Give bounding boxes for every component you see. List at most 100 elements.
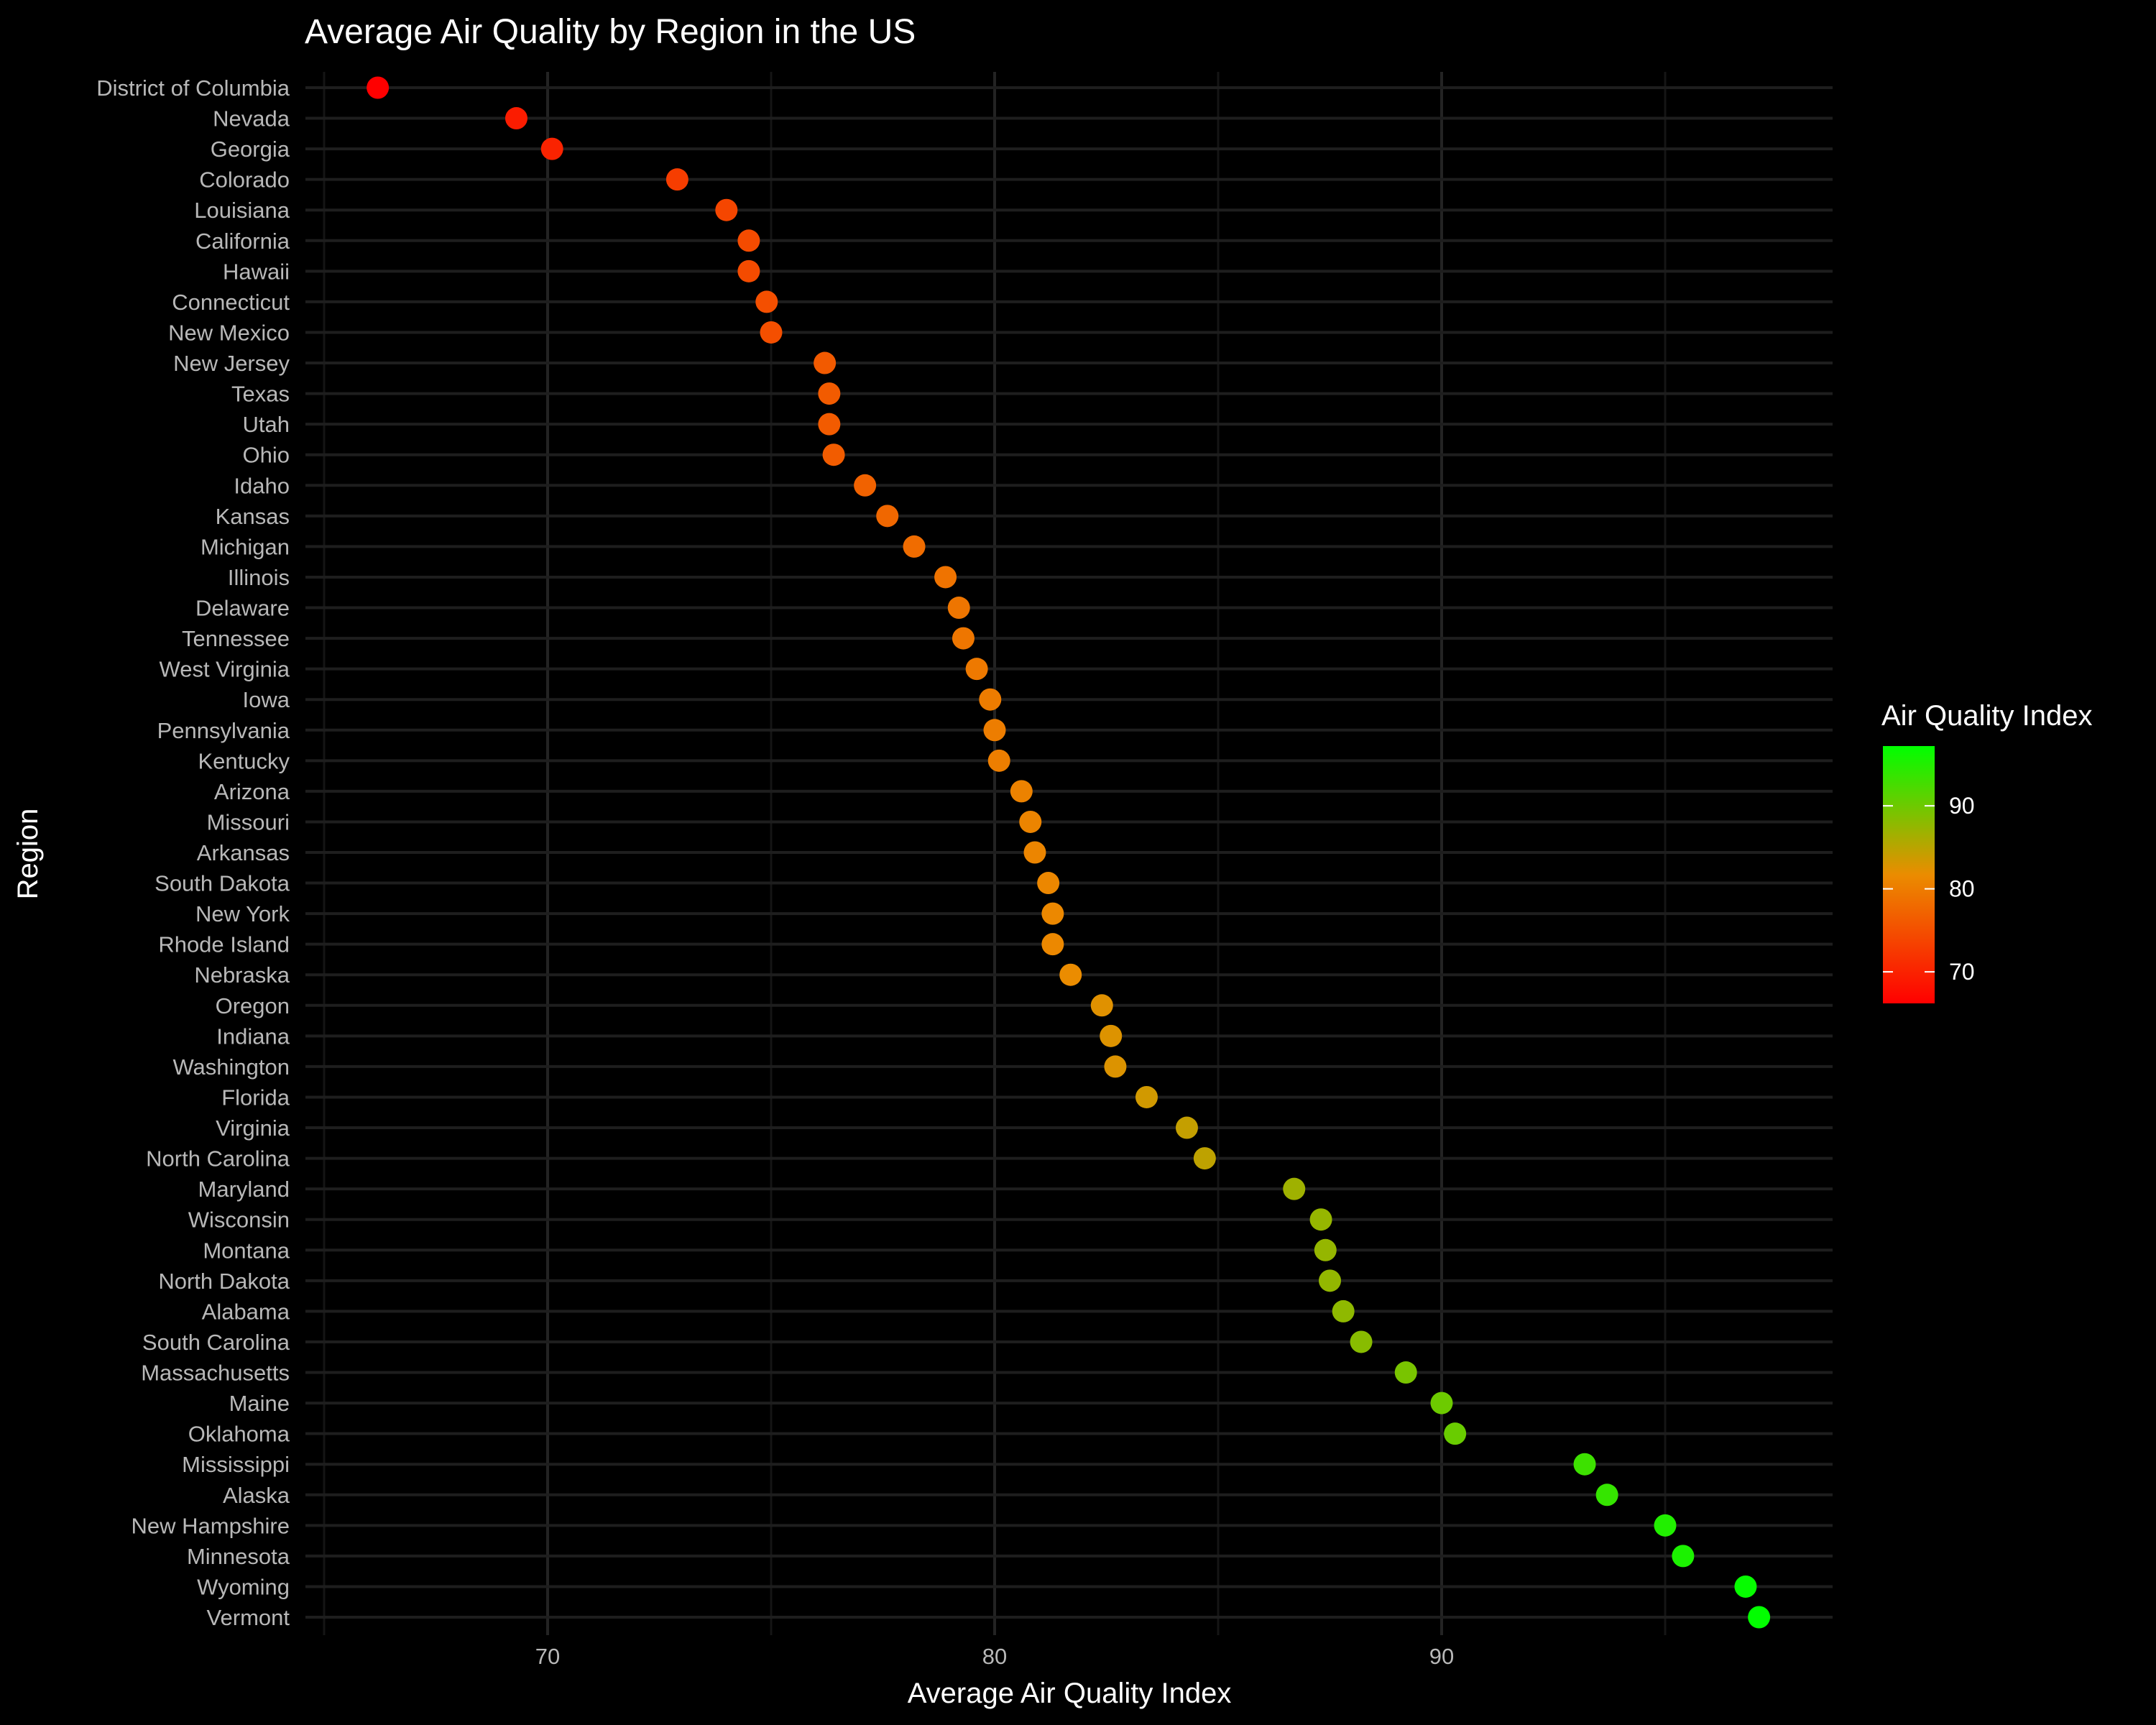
x-tick-labels: 70 80 90 bbox=[535, 1644, 1454, 1669]
data-point bbox=[505, 107, 528, 130]
y-tick-label: Pennsylvania bbox=[157, 718, 290, 743]
data-point bbox=[818, 413, 841, 436]
data-point bbox=[822, 443, 845, 466]
data-point bbox=[903, 535, 926, 558]
y-tick-label: Oregon bbox=[216, 993, 290, 1018]
y-tick-label: Iowa bbox=[243, 687, 290, 712]
y-tick-label: Massachusetts bbox=[141, 1361, 290, 1386]
legend-ticks: 70 80 90 bbox=[1883, 793, 1975, 985]
data-point bbox=[814, 351, 837, 374]
data-point bbox=[1319, 1269, 1341, 1292]
legend-tick-label: 90 bbox=[1949, 793, 1975, 819]
y-tick-label: Oklahoma bbox=[188, 1422, 290, 1447]
y-tick-label: Nevada bbox=[213, 106, 290, 132]
y-tick-label: Vermont bbox=[207, 1605, 290, 1630]
data-point bbox=[1104, 1055, 1127, 1078]
y-tick-label: New Jersey bbox=[173, 351, 290, 376]
data-point bbox=[818, 382, 841, 405]
data-point bbox=[983, 719, 1006, 742]
y-tick-label: Maine bbox=[229, 1391, 290, 1416]
y-tick-label: Ohio bbox=[243, 443, 290, 468]
data-point bbox=[854, 474, 877, 497]
data-point bbox=[540, 137, 563, 160]
data-point bbox=[1135, 1085, 1158, 1108]
legend-title: Air Quality Index bbox=[1881, 700, 2092, 732]
y-tick-label: Louisiana bbox=[194, 198, 290, 223]
legend-tick-label: 80 bbox=[1949, 876, 1975, 902]
y-tick-label: Delaware bbox=[195, 596, 290, 621]
data-point bbox=[737, 259, 760, 282]
y-tick-label: Wyoming bbox=[197, 1574, 290, 1599]
data-point bbox=[947, 597, 970, 620]
y-tick-label: Arizona bbox=[214, 779, 290, 804]
y-tick-label: Minnesota bbox=[187, 1544, 290, 1569]
y-tick-label: Wisconsin bbox=[188, 1208, 290, 1233]
y-tick-label: Washington bbox=[172, 1054, 290, 1080]
y-tick-label: Colorado bbox=[199, 167, 290, 193]
y-tick-label: Texas bbox=[231, 382, 290, 407]
data-point bbox=[760, 321, 783, 344]
y-tick-label: Florida bbox=[221, 1085, 290, 1110]
y-tick-label: Rhode Island bbox=[158, 932, 290, 957]
data-point bbox=[755, 290, 778, 313]
y-tick-label: Georgia bbox=[211, 137, 290, 162]
x-tick-label: 90 bbox=[1429, 1644, 1454, 1669]
data-point bbox=[1654, 1514, 1677, 1537]
data-point bbox=[1100, 1024, 1123, 1047]
y-tick-label: New York bbox=[195, 901, 290, 926]
data-point bbox=[1444, 1422, 1467, 1445]
y-tick-label: Indiana bbox=[216, 1024, 290, 1049]
data-point bbox=[1748, 1606, 1771, 1629]
y-tick-label: Montana bbox=[203, 1238, 290, 1263]
data-point bbox=[1595, 1484, 1618, 1506]
y-tick-label: Alaska bbox=[223, 1483, 290, 1508]
data-point bbox=[934, 566, 957, 589]
y-tick-label: Idaho bbox=[234, 473, 290, 498]
data-point bbox=[1193, 1147, 1216, 1170]
data-point bbox=[1175, 1116, 1198, 1139]
data-point bbox=[1041, 933, 1064, 956]
x-axis-title: Average Air Quality Index bbox=[908, 1678, 1232, 1709]
y-tick-label: New Hampshire bbox=[131, 1513, 290, 1538]
color-legend: Air Quality Index 70 80 90 bbox=[1881, 700, 2092, 1003]
y-tick-label: Virginia bbox=[216, 1116, 290, 1141]
y-tick-label: California bbox=[195, 229, 290, 254]
y-tick-label: South Carolina bbox=[142, 1330, 290, 1355]
data-point bbox=[979, 688, 1002, 711]
data-point bbox=[1041, 902, 1064, 925]
data-point bbox=[1019, 810, 1042, 833]
y-tick-label: Kentucky bbox=[198, 748, 290, 773]
y-axis-title: Region bbox=[12, 809, 44, 900]
y-tick-label: Tennessee bbox=[182, 626, 290, 651]
data-point bbox=[1394, 1361, 1417, 1384]
y-tick-label: North Carolina bbox=[146, 1146, 290, 1172]
data-point bbox=[665, 168, 688, 191]
data-point bbox=[1283, 1177, 1306, 1200]
y-tick-labels: District of Columbia Nevada Georgia Colorad… bbox=[96, 75, 290, 1630]
y-tick-label: Arkansas bbox=[197, 840, 290, 865]
y-tick-label: North Dakota bbox=[158, 1269, 290, 1294]
data-point bbox=[1023, 841, 1046, 864]
chart-title: Average Air Quality by Region in the US bbox=[305, 13, 916, 51]
y-tick-label: New Mexico bbox=[168, 320, 290, 345]
data-point bbox=[1734, 1575, 1757, 1598]
data-point bbox=[367, 76, 390, 99]
data-point bbox=[1010, 780, 1033, 803]
data-point bbox=[1332, 1300, 1355, 1322]
data-point bbox=[876, 505, 899, 528]
y-tick-label: District of Columbia bbox=[96, 75, 290, 101]
data-point bbox=[965, 658, 988, 681]
y-tick-label: Utah bbox=[243, 412, 290, 437]
y-tick-label: Mississippi bbox=[182, 1452, 290, 1477]
grid-lines bbox=[305, 72, 1833, 1635]
y-tick-label: Illinois bbox=[228, 565, 290, 590]
data-point bbox=[1037, 872, 1060, 895]
y-tick-label: Hawaii bbox=[223, 259, 290, 284]
y-tick-label: West Virginia bbox=[160, 657, 290, 682]
x-tick-label: 70 bbox=[535, 1644, 560, 1669]
data-point bbox=[737, 229, 760, 252]
y-tick-label: Kansas bbox=[216, 504, 290, 529]
